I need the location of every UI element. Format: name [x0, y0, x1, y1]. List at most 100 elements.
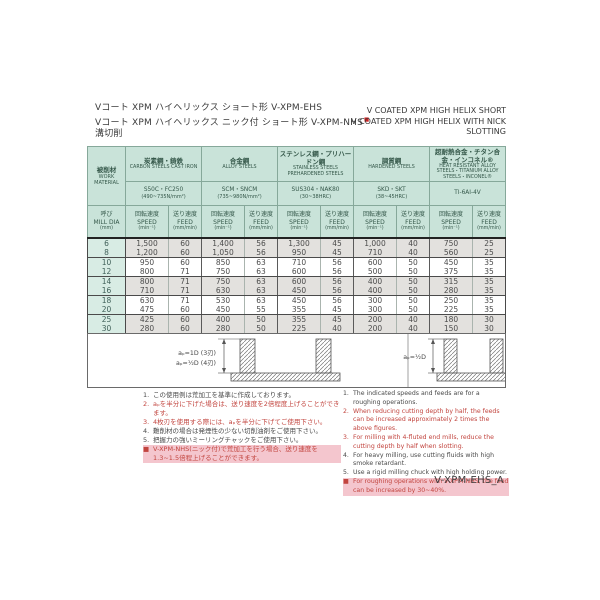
feed-cell: 63 — [244, 276, 278, 286]
speed-cell: 500 — [353, 267, 397, 277]
data-row: 16 710 71 630 63 450 56 400 50 280 35 — [87, 286, 506, 296]
speed-unit: (min⁻¹) — [138, 226, 156, 231]
feed-cell: 45 — [320, 238, 354, 248]
note-item: ■ For roughing operations with V-XPM-NHS,… — [343, 477, 509, 496]
note-text: For milling with 4-fluted end mills, red… — [353, 433, 494, 450]
speed-cell: 450 — [429, 257, 473, 267]
feed-cell: 71 — [168, 276, 202, 286]
feed-cell: 45 — [320, 248, 354, 258]
title-japanese: Vコート XPM ハイヘリックス ショート形 V-XPM-EHS Vコート XP… — [95, 103, 369, 141]
material-header: ステンレス鋼・プリハードン鋼 STAINLESS STEELS PREHARDEN… — [277, 146, 354, 182]
speed-cell: 200 — [353, 314, 397, 324]
speed-cell: 850 — [201, 257, 245, 267]
speed-cell: 315 — [429, 276, 473, 286]
feed-en: FEED — [481, 218, 497, 226]
note-text: Use a rigid milling chuck with high hold… — [353, 469, 507, 477]
speed-cell: 950 — [125, 257, 169, 267]
speed-cell: 400 — [201, 314, 245, 324]
data-row: 10 950 60 850 63 710 56 600 50 450 35 — [87, 257, 506, 267]
speed-jp: 回転速度 — [286, 211, 311, 218]
material-name-en: STAINLESS STEELS PREHARDENED STEELS — [287, 166, 344, 177]
material-grade-header: S50C・FC250 (490~735N/mm²) — [125, 181, 202, 206]
feed-cell: 71 — [168, 286, 202, 296]
note-marker: ■ — [343, 477, 349, 485]
feed-cell: 35 — [472, 276, 506, 286]
feed-en: FEED — [253, 218, 269, 226]
feed-jp: 送り速度 — [248, 211, 273, 218]
feed-cell: 25 — [472, 248, 506, 258]
speed-en: SPEED — [365, 218, 385, 226]
material-name-en: ALLOY STEELS — [222, 165, 257, 171]
notes-english: 1. The indicated speeds and feeds are for… — [343, 390, 509, 496]
title-jp-line3: 溝切削 — [95, 129, 123, 139]
speed-jp: 回転速度 — [210, 211, 235, 218]
material-hardness: (490~735N/mm²) — [141, 193, 186, 200]
feed-header: 送り速度 FEED (mm/min) — [320, 205, 354, 239]
table-head: 被削材 WORK MATERIAL 炭素鋼・鋳鉄 CARBON STEELS CAST… — [87, 146, 507, 239]
note-marker: 2. — [143, 400, 150, 408]
feed-jp: 送り速度 — [401, 211, 426, 218]
mill-dia-header: 呼び MILL DIA (mm) — [87, 205, 126, 239]
mill-dia-cell: 12 — [87, 267, 126, 277]
mill-dia-cell: 14 — [87, 276, 126, 286]
speed-cell: 710 — [125, 286, 169, 296]
feed-cell: 40 — [395, 238, 430, 248]
feed-cell: 60 — [168, 248, 202, 258]
feed-cell: 50 — [244, 314, 278, 324]
speed-unit: (min⁻¹) — [442, 226, 460, 231]
speed-cell: 450 — [201, 305, 245, 315]
material-name-jp: 合金鋼 — [229, 157, 250, 166]
feed-cell: 60 — [168, 305, 202, 315]
material-header: 合金鋼 ALLOY STEELS — [201, 146, 278, 182]
data-row: 6 1,500 60 1,400 56 1,300 45 1,000 40 750 25 — [87, 238, 506, 248]
mill-dia-cell: 8 — [87, 248, 126, 258]
work-material-en: WORK MATERIAL — [94, 174, 119, 186]
data-row: 8 1,200 60 1,050 56 950 45 710 40 560 25 — [87, 248, 506, 258]
feed-en: FEED — [405, 218, 421, 226]
speed-cell: 425 — [125, 314, 169, 324]
note-text: For heavy milling, use cutting fluids wi… — [353, 451, 495, 468]
material-header: 超耐熱合金・チタン合金・インコネル® HEAT RESISTANT ALLOY S… — [429, 146, 507, 182]
speed-cell: 475 — [125, 305, 169, 315]
feed-cell: 40 — [395, 314, 430, 324]
speed-jp: 回転速度 — [134, 211, 159, 218]
speed-cell: 750 — [201, 267, 245, 277]
data-row: 18 630 71 530 63 450 56 300 50 250 35 — [87, 295, 506, 305]
note-marker: 4. — [343, 451, 349, 459]
speed-en: SPEED — [441, 218, 461, 226]
work-material-jp: 被削材 — [96, 166, 117, 174]
speed-cell: 225 — [429, 305, 473, 315]
feed-cell: 56 — [320, 295, 354, 305]
feed-cell: 60 — [168, 238, 202, 248]
feed-jp: 送り速度 — [172, 211, 197, 218]
note-text: 難削材の場合は発煙性の少ない切削油剤をご使用下さい。 — [153, 427, 322, 435]
feed-cell: 71 — [168, 295, 202, 305]
note-item: 2. When reducing cutting depth by half, t… — [343, 408, 509, 434]
cutting-depth-diagram: aₚ=1D (3刃) aₚ=½D (4刃) aₚ=½D — [87, 333, 506, 388]
speed-cell: 630 — [125, 295, 169, 305]
note-item: 3. 4枚刃を使用する際には、aₚを半分に下げてご使用下さい。 — [143, 418, 341, 427]
note-marker: 1. — [143, 391, 150, 399]
material-hardness: (38~45HRC) — [375, 193, 408, 200]
note-marker: ■ — [143, 445, 150, 453]
material-grade-header: SCM・SNCM (735~980N/mm²) — [201, 181, 278, 206]
material-grade-header: TI-6AI-4V — [429, 181, 507, 206]
work-material-header: 被削材 WORK MATERIAL — [87, 146, 126, 206]
feed-cell: 63 — [244, 257, 278, 267]
feed-cell: 50 — [395, 305, 430, 315]
feed-unit: (mm/min) — [401, 226, 425, 231]
note-item: 4. For heavy milling, use cutting fluids … — [343, 452, 509, 470]
note-text: For roughing operations with V-XPM-NHS, … — [353, 477, 509, 494]
title-en-line3: SLOTTING — [466, 127, 506, 136]
note-text: V-XPM-NHS(ニック付)で荒加工を行う場合、送り速度を1.3~1.5倍程上… — [153, 445, 318, 462]
ap-label-3-flute: aₚ=1D (3刃) — [178, 349, 216, 357]
speed-cell: 600 — [277, 267, 321, 277]
speed-cell: 800 — [125, 276, 169, 286]
material-header: 炭素鋼・鋳鉄 CARBON STEELS CAST IRON — [125, 146, 202, 182]
speed-cell: 1,050 — [201, 248, 245, 258]
title-jp-line2-text: Vコート XPM ハイヘリックス ニック付 ショート形 V-XPM-NHS — [95, 117, 364, 128]
material-hardness: (30~38HRC) — [299, 193, 332, 200]
mill-dia-cell: 20 — [87, 305, 126, 315]
feed-cell: 45 — [320, 305, 354, 315]
speed-feed-table: 被削材 WORK MATERIAL 炭素鋼・鋳鉄 CARBON STEELS CAST… — [87, 146, 507, 334]
